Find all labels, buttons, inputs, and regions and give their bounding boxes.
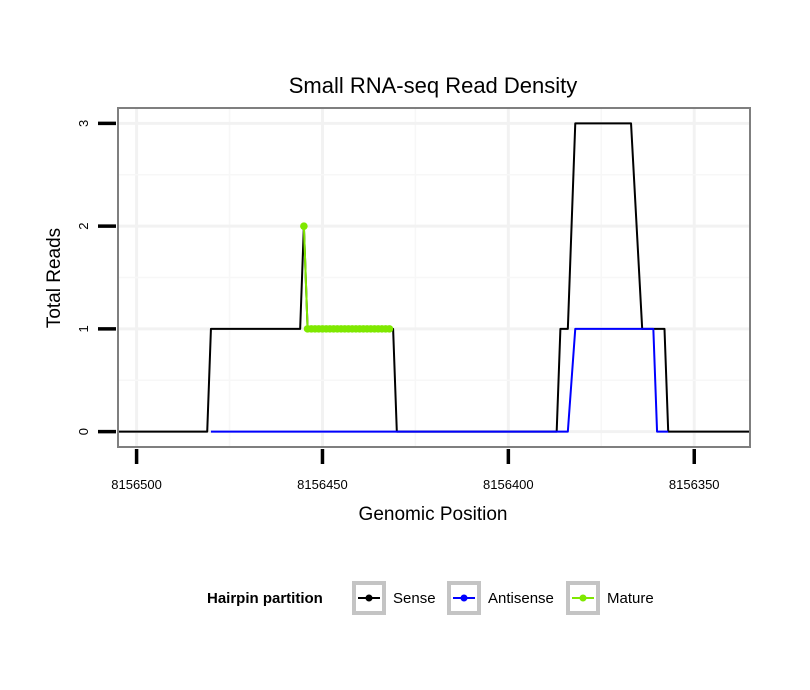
data-point-mature-23 [385, 325, 394, 333]
x-tick-label-1: 8156450 [297, 477, 348, 492]
legend-marker-mature [579, 594, 587, 602]
x-tick-label-2: 8156400 [483, 477, 534, 492]
y-tick-label-2: 2 [76, 223, 91, 230]
legend: Hairpin partition Sense Antisense Mature [207, 581, 654, 615]
legend-item-antisense: Antisense [447, 581, 554, 615]
legend-marker-antisense [460, 594, 468, 602]
x-tick-label-0: 8156500 [111, 477, 162, 492]
x-axis: 8156500 8156450 8156400 8156350 [111, 449, 720, 492]
x-tick-label-3: 8156350 [669, 477, 720, 492]
legend-label-antisense: Antisense [488, 590, 554, 607]
series-line-antisense [210, 327, 669, 433]
legend-item-sense: Sense [352, 581, 436, 615]
legend-title: Hairpin partition [207, 590, 323, 607]
y-axis: 0 1 2 3 [76, 120, 116, 435]
legend-marker-sense [365, 594, 373, 602]
y-axis-title: Total Reads [44, 228, 65, 328]
y-tick-label-1: 1 [76, 325, 91, 332]
data-point-mature-0 [300, 222, 308, 230]
legend-label-mature: Mature [607, 590, 654, 607]
series-layer [118, 122, 750, 433]
y-tick-label-0: 0 [76, 428, 91, 435]
legend-label-sense: Sense [393, 590, 436, 607]
plot-border [117, 107, 751, 448]
legend-item-mature: Mature [566, 581, 654, 615]
x-axis-title: Genomic Position [359, 504, 508, 525]
y-tick-label-3: 3 [76, 120, 91, 127]
chart-title: Small RNA-seq Read Density [289, 73, 578, 98]
